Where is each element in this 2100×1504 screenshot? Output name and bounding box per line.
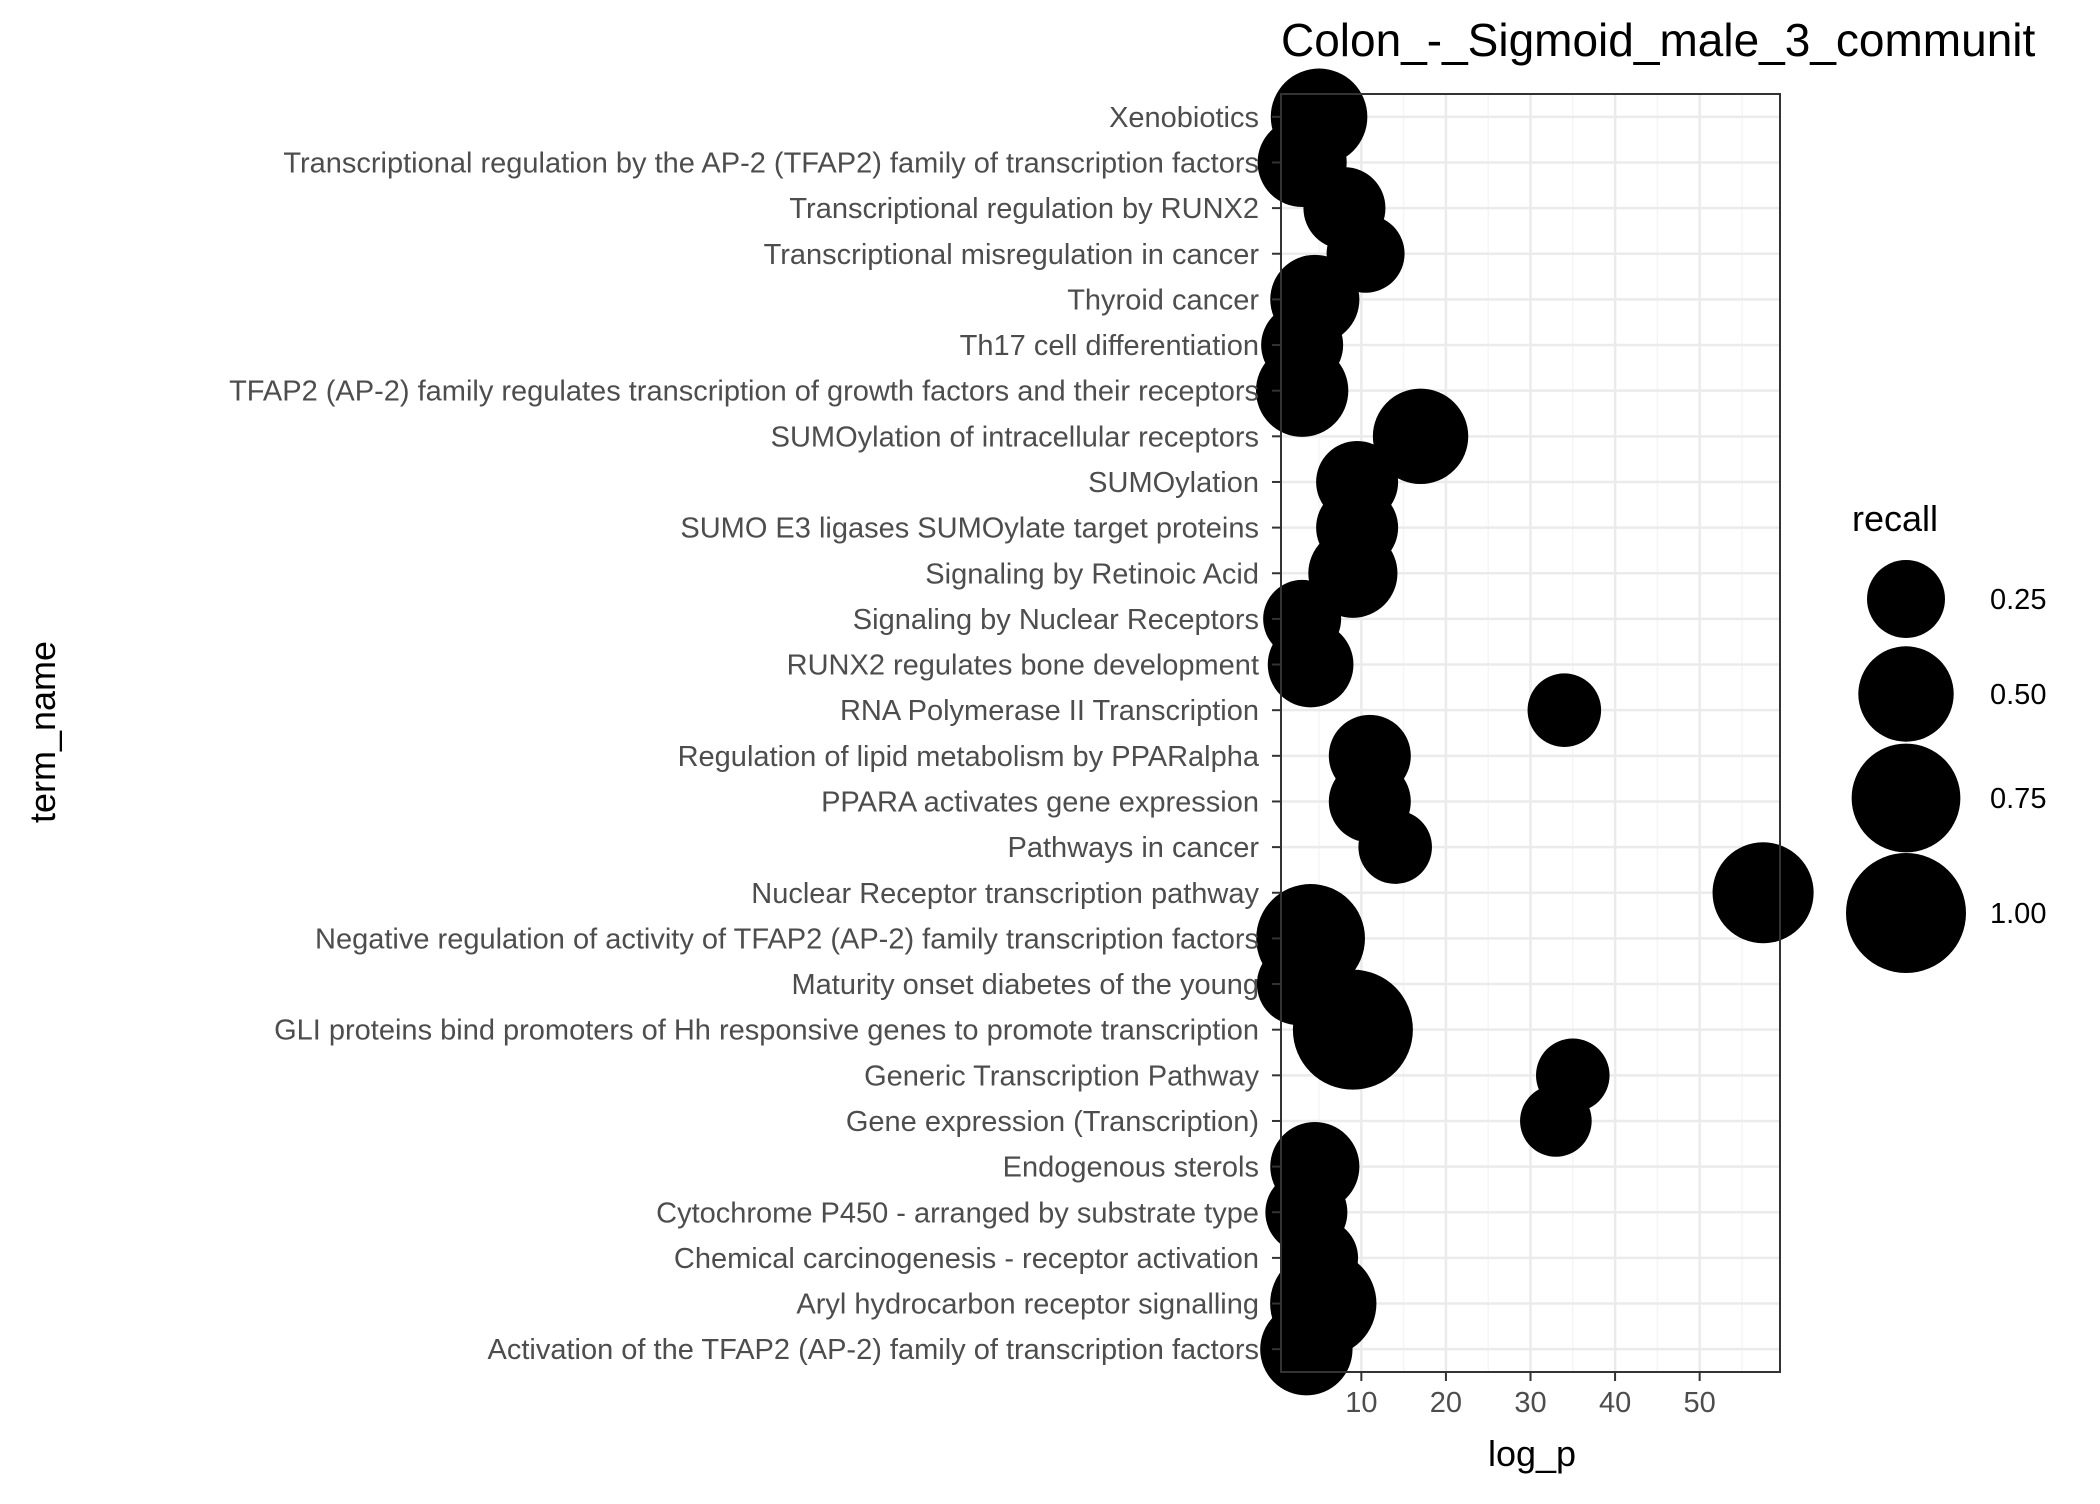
- y-tick-label: GLI proteins bind promoters of Hh respon…: [274, 1015, 1259, 1047]
- y-tick-label: Th17 cell differentiation: [960, 330, 1259, 362]
- y-tick-label: TFAP2 (AP-2) family regulates transcript…: [229, 376, 1259, 408]
- y-tick-label: Aryl hydrocarbon receptor signalling: [796, 1289, 1259, 1321]
- x-axis-title: log_p: [1488, 1433, 1576, 1474]
- y-tick-label: RNA Polymerase II Transcription: [840, 695, 1259, 727]
- data-point: [1267, 621, 1354, 708]
- y-tick-label: Maturity onset diabetes of the young: [791, 969, 1259, 1001]
- x-tick-label: 30: [1514, 1387, 1546, 1419]
- y-tick-label: Pathways in cancer: [1008, 832, 1260, 864]
- y-tick-label: Cytochrome P450 - arranged by substrate …: [656, 1197, 1259, 1229]
- y-tick-label: Transcriptional regulation by the AP-2 (…: [283, 147, 1259, 179]
- points-layer: [1255, 68, 1814, 1396]
- data-point: [1255, 344, 1349, 437]
- y-tick-label: RUNX2 regulates bone development: [787, 650, 1259, 682]
- y-tick-label: Generic Transcription Pathway: [864, 1060, 1259, 1092]
- y-axis-title: term_name: [22, 641, 63, 823]
- data-point: [1527, 673, 1602, 747]
- x-tick-label: 10: [1345, 1387, 1377, 1419]
- y-tick-label: PPARA activates gene expression: [821, 786, 1259, 818]
- x-axis: 10 20 30 40 50: [1345, 1372, 1716, 1419]
- y-tick-label: SUMOylation: [1088, 467, 1259, 499]
- legend-key: [1851, 743, 1961, 853]
- data-point: [1712, 842, 1814, 944]
- y-tick-label: Signaling by Nuclear Receptors: [853, 604, 1259, 636]
- y-tick-label: Transcriptional misregulation in cancer: [764, 239, 1260, 271]
- y-tick-label: Nuclear Receptor transcription pathway: [751, 878, 1259, 910]
- legend-key: [1846, 853, 1966, 973]
- data-point: [1358, 810, 1432, 884]
- data-point: [1520, 1085, 1592, 1157]
- y-tick-label: Transcriptional regulation by RUNX2: [789, 193, 1259, 225]
- y-axis: Xenobiotics Transcriptional regulation by…: [229, 102, 1281, 1366]
- y-tick-label: Activation of the TFAP2 (AP-2) family of…: [488, 1334, 1260, 1366]
- y-tick-label: Gene expression (Transcription): [846, 1106, 1259, 1138]
- legend-key: [1858, 646, 1954, 742]
- y-tick-label: Chemical carcinogenesis - receptor activ…: [674, 1243, 1259, 1275]
- y-tick-label: Regulation of lipid metabolism by PPARal…: [678, 741, 1260, 773]
- y-tick-label: Negative regulation of activity of TFAP2…: [315, 923, 1259, 955]
- legend: recall 0.25 0.50 0.75 1.00: [1846, 498, 2046, 973]
- legend-label: 0.75: [1990, 783, 2046, 815]
- data-point: [1292, 969, 1413, 1090]
- data-point: [1372, 388, 1469, 485]
- legend-key: [1867, 560, 1945, 638]
- x-tick-label: 20: [1430, 1387, 1462, 1419]
- y-tick-label: Endogenous sterols: [1003, 1152, 1259, 1184]
- y-tick-label: Xenobiotics: [1109, 102, 1259, 134]
- y-tick-label: SUMO E3 ligases SUMOylate target protein…: [680, 513, 1259, 545]
- chart-title: Colon_-_Sigmoid_male_3_communit: [1281, 14, 2036, 66]
- legend-title: recall: [1852, 498, 1938, 539]
- y-tick-label: SUMOylation of intracellular receptors: [771, 421, 1259, 453]
- x-tick-label: 50: [1684, 1387, 1716, 1419]
- x-tick-label: 40: [1599, 1387, 1631, 1419]
- legend-label: 0.25: [1990, 584, 2046, 616]
- y-tick-label: Signaling by Retinoic Acid: [925, 558, 1259, 590]
- legend-label: 1.00: [1990, 898, 2046, 930]
- legend-label: 0.50: [1990, 679, 2046, 711]
- y-tick-label: Thyroid cancer: [1067, 284, 1259, 316]
